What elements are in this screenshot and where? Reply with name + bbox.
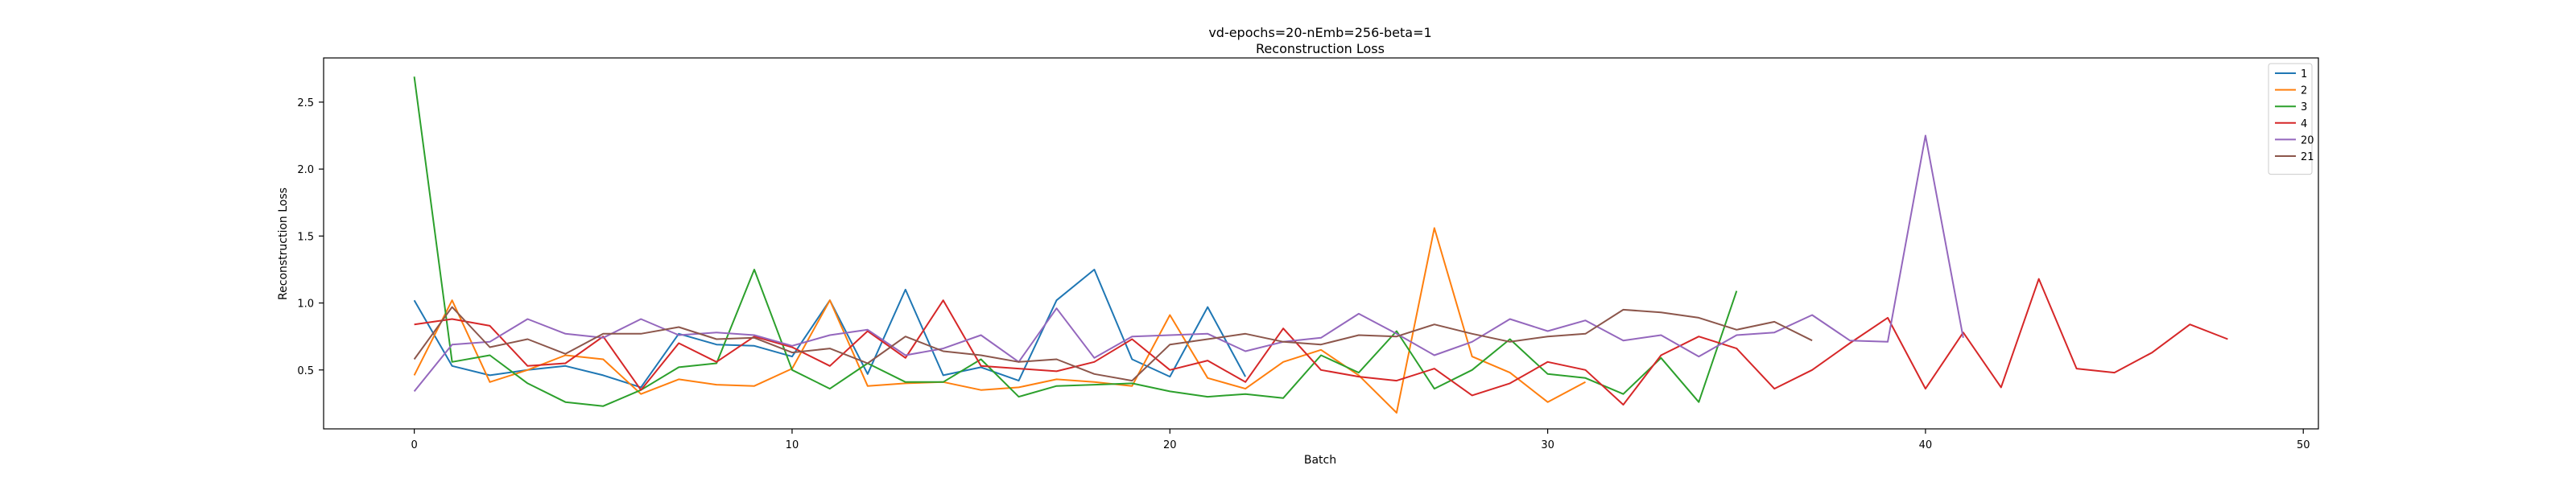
x-tick-label: 20 [1163,439,1177,451]
chart-title: vd-epochs=20-nEmb=256-beta=1 [1208,25,1431,40]
x-tick-label: 0 [411,439,417,451]
legend: 1 2 3 4 20 21 [2268,63,2314,175]
y-axis-label: Reconstruction Loss [277,187,290,300]
x-tick-label: 30 [1541,439,1554,451]
legend-label-4: 4 [2301,118,2307,130]
legend-label-21: 21 [2301,151,2314,163]
y-tick-label: 0.5 [297,365,314,377]
series-line-3 [413,76,1738,407]
legend-label-20: 20 [2301,134,2314,146]
legend-label-1: 1 [2301,68,2307,80]
legend-label-2: 2 [2301,85,2307,97]
plot-frame [323,57,2319,430]
y-tick-label: 1.0 [297,299,314,311]
y-tick-label: 2.0 [297,164,314,176]
series-line-20 [413,134,1964,393]
x-tick-label: 10 [786,439,799,451]
x-axis-label: Batch [1304,454,1336,467]
chart-subtitle: Reconstruction Loss [1256,41,1385,56]
plot-area: 0 10 20 30 40 50 0.5 1.0 1.5 2.0 2.5 [297,76,2310,451]
y-tick-label: 1.5 [297,231,314,243]
series-line-2 [413,227,1586,414]
legend-box [2268,63,2313,175]
series-line-21 [413,306,1813,382]
x-tick-label: 50 [2297,439,2310,451]
series-line-4 [414,278,2228,406]
y-tick-label: 2.5 [297,97,314,109]
x-tick-label: 40 [1919,439,1933,451]
legend-label-3: 3 [2301,101,2307,113]
